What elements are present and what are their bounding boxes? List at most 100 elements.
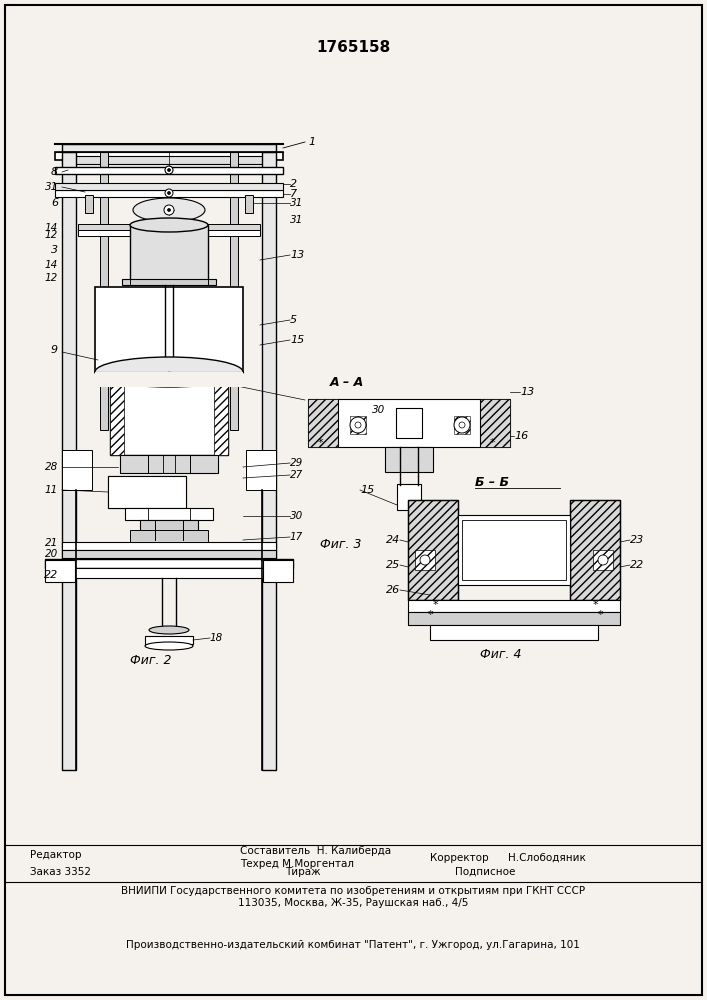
Circle shape	[168, 192, 170, 194]
Bar	[55, 190, 283, 197]
Circle shape	[165, 166, 173, 174]
Text: 12: 12	[45, 273, 58, 283]
Bar	[262, 152, 276, 770]
Text: Б – Б: Б – Б	[475, 476, 509, 488]
Bar	[263, 560, 293, 582]
Text: 13: 13	[290, 250, 304, 260]
PathPatch shape	[397, 510, 421, 530]
Bar	[308, 399, 338, 447]
Text: 21: 21	[45, 538, 58, 548]
Text: 3: 3	[51, 245, 58, 255]
Bar	[350, 416, 366, 434]
Text: 2: 2	[290, 179, 297, 189]
Text: *: *	[597, 610, 603, 620]
Text: Н.Слободяник: Н.Слободяник	[508, 853, 586, 863]
Bar	[214, 372, 228, 455]
Text: 18: 18	[210, 633, 223, 643]
Bar	[100, 152, 108, 430]
Ellipse shape	[95, 357, 243, 387]
Bar	[62, 144, 276, 152]
Bar	[480, 399, 510, 447]
Bar	[95, 372, 243, 387]
Text: 30: 30	[372, 405, 385, 415]
Bar	[230, 152, 238, 430]
Text: Фиг. 4: Фиг. 4	[480, 648, 522, 662]
Bar	[108, 476, 186, 508]
Text: *: *	[489, 438, 495, 448]
Bar	[430, 625, 598, 640]
Text: Подписное: Подписное	[455, 867, 515, 877]
Bar	[95, 287, 243, 372]
Text: *: *	[592, 600, 598, 610]
Text: А – А: А – А	[330, 375, 364, 388]
Text: Фиг. 2: Фиг. 2	[130, 654, 172, 666]
Bar	[145, 636, 193, 644]
Bar	[62, 542, 276, 550]
Bar	[480, 399, 510, 447]
Circle shape	[168, 209, 170, 212]
Bar	[55, 183, 283, 190]
Ellipse shape	[130, 218, 208, 232]
Bar	[110, 372, 124, 455]
Text: 12: 12	[45, 230, 58, 240]
Text: 8: 8	[51, 167, 58, 177]
Text: 9: 9	[51, 345, 58, 355]
Text: 113035, Москва, Ж-35, Раушская наб., 4/5: 113035, Москва, Ж-35, Раушская наб., 4/5	[238, 898, 468, 908]
Ellipse shape	[149, 626, 189, 634]
Bar	[62, 550, 276, 558]
Bar	[108, 476, 186, 508]
Text: 27: 27	[290, 470, 303, 480]
Ellipse shape	[145, 642, 193, 650]
Bar	[397, 484, 421, 510]
Bar	[45, 560, 75, 582]
Text: 7: 7	[290, 189, 297, 199]
Text: *: *	[427, 610, 433, 620]
Bar	[85, 195, 93, 213]
Text: 16: 16	[514, 431, 528, 441]
Circle shape	[459, 422, 465, 428]
Bar	[308, 399, 338, 447]
Bar	[45, 559, 293, 568]
Bar	[55, 167, 283, 174]
Text: 1765158: 1765158	[316, 40, 390, 55]
Bar	[78, 230, 260, 236]
Text: Корректор: Корректор	[430, 853, 489, 863]
Bar	[454, 416, 470, 434]
Text: Заказ 3352: Заказ 3352	[30, 867, 91, 877]
Bar	[130, 530, 208, 542]
Bar	[415, 550, 435, 570]
Bar	[408, 500, 458, 600]
Text: 28: 28	[45, 462, 58, 472]
Circle shape	[350, 417, 366, 433]
Text: 22: 22	[630, 560, 644, 570]
Text: 15: 15	[290, 335, 304, 345]
Text: 1: 1	[308, 137, 315, 147]
Bar	[78, 224, 260, 230]
Text: Тираж: Тираж	[285, 867, 321, 877]
Bar	[120, 455, 218, 473]
Bar	[246, 450, 276, 490]
Bar	[125, 508, 213, 520]
Text: Производственно-издательский комбинат "Патент", г. Ужгород, ул.Гагарина, 101: Производственно-издательский комбинат "П…	[126, 940, 580, 950]
Circle shape	[454, 417, 470, 433]
Text: Техред М.Моргентал: Техред М.Моргентал	[240, 859, 354, 869]
Bar	[62, 152, 76, 770]
Text: 26: 26	[386, 585, 400, 595]
Text: 22: 22	[44, 570, 58, 580]
Bar	[408, 612, 620, 625]
Bar	[62, 156, 276, 164]
Text: ВНИИПИ Государственного комитета по изобретениям и открытиям при ГКНТ СССР: ВНИИПИ Государственного комитета по изоб…	[121, 886, 585, 896]
Bar	[570, 500, 620, 600]
Bar	[110, 372, 228, 455]
Text: 13: 13	[520, 387, 534, 397]
Text: 14: 14	[45, 223, 58, 233]
Bar	[462, 520, 566, 580]
Bar	[385, 447, 433, 472]
Bar	[408, 600, 620, 612]
Ellipse shape	[133, 198, 205, 222]
Text: 14: 14	[45, 260, 58, 270]
Text: *: *	[317, 438, 323, 448]
Bar	[62, 450, 92, 490]
Text: 20: 20	[45, 549, 58, 559]
Bar	[245, 195, 253, 213]
